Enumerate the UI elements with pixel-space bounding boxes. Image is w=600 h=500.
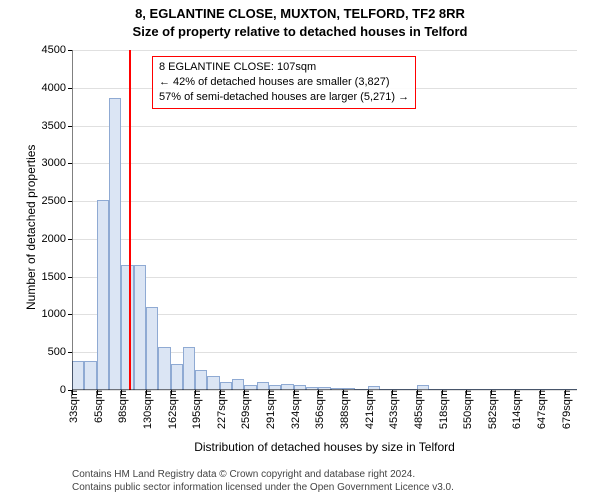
histogram-bar: [257, 382, 269, 390]
x-tick-label: 227sqm: [212, 390, 228, 429]
x-tick-label: 195sqm: [187, 390, 203, 429]
x-tick-label: 65sqm: [89, 390, 105, 423]
gridline: [72, 163, 577, 164]
histogram-bar: [220, 382, 232, 390]
x-tick-mark: [515, 390, 516, 394]
x-tick-mark: [220, 390, 221, 394]
histogram-bar: [171, 364, 183, 390]
x-tick-mark: [491, 390, 492, 394]
x-tick-label: 485sqm: [409, 390, 425, 429]
y-axis-label: Number of detached properties: [24, 145, 38, 310]
x-tick-mark: [195, 390, 196, 394]
x-tick-mark: [244, 390, 245, 394]
x-tick-mark: [368, 390, 369, 394]
x-tick-mark: [171, 390, 172, 394]
gridline: [72, 239, 577, 240]
x-tick-label: 453sqm: [384, 390, 400, 429]
x-tick-mark: [565, 390, 566, 394]
y-tick-mark: [68, 201, 72, 202]
histogram-bar: [97, 200, 109, 390]
x-tick-label: 98sqm: [113, 390, 129, 423]
x-tick-mark: [72, 390, 73, 394]
x-tick-mark: [294, 390, 295, 394]
gridline: [72, 277, 577, 278]
x-tick-mark: [392, 390, 393, 394]
x-tick-mark: [442, 390, 443, 394]
annotation-line: 57% of semi-detached houses are larger (…: [159, 90, 409, 105]
x-tick-label: 582sqm: [483, 390, 499, 429]
x-tick-mark: [318, 390, 319, 394]
y-tick-mark: [68, 50, 72, 51]
y-tick-mark: [68, 88, 72, 89]
x-tick-mark: [343, 390, 344, 394]
x-tick-mark: [417, 390, 418, 394]
histogram-bar: [158, 347, 170, 390]
gridline: [72, 201, 577, 202]
x-tick-mark: [269, 390, 270, 394]
attribution-text: Contains HM Land Registry data © Crown c…: [72, 468, 454, 494]
x-tick-label: 291sqm: [261, 390, 277, 429]
histogram-bar: [72, 361, 84, 390]
y-tick-mark: [68, 126, 72, 127]
x-tick-mark: [97, 390, 98, 394]
x-tick-label: 647sqm: [532, 390, 548, 429]
y-tick-mark: [68, 314, 72, 315]
x-tick-mark: [540, 390, 541, 394]
histogram-bar: [84, 361, 96, 390]
y-tick-mark: [68, 277, 72, 278]
histogram-bar: [146, 307, 158, 390]
x-tick-label: 162sqm: [163, 390, 179, 429]
histogram-chart: 05001000150020002500300035004000450033sq…: [72, 50, 577, 390]
histogram-bar: [183, 347, 195, 390]
annotation-line: 8 EGLANTINE CLOSE: 107sqm: [159, 60, 409, 75]
y-tick-mark: [68, 352, 72, 353]
gridline: [72, 50, 577, 51]
y-tick-mark: [68, 163, 72, 164]
x-tick-label: 679sqm: [557, 390, 573, 429]
x-tick-label: 356sqm: [310, 390, 326, 429]
x-tick-label: 518sqm: [434, 390, 450, 429]
x-tick-label: 388sqm: [335, 390, 351, 429]
x-tick-label: 130sqm: [138, 390, 154, 429]
attribution-line-1: Contains HM Land Registry data © Crown c…: [72, 468, 454, 481]
histogram-bar: [232, 379, 244, 390]
x-tick-mark: [121, 390, 122, 394]
y-tick-mark: [68, 239, 72, 240]
x-tick-label: 421sqm: [360, 390, 376, 429]
histogram-bar: [109, 98, 121, 390]
property-marker-line: [129, 50, 131, 390]
gridline: [72, 126, 577, 127]
x-axis-label: Distribution of detached houses by size …: [72, 440, 577, 454]
x-tick-label: 550sqm: [458, 390, 474, 429]
histogram-bar: [195, 370, 207, 390]
histogram-bar: [121, 265, 133, 390]
x-tick-label: 33sqm: [64, 390, 80, 423]
attribution-line-2: Contains public sector information licen…: [72, 481, 454, 494]
x-tick-mark: [466, 390, 467, 394]
title-line-1: 8, EGLANTINE CLOSE, MUXTON, TELFORD, TF2…: [0, 6, 600, 21]
title-line-2: Size of property relative to detached ho…: [0, 24, 600, 39]
histogram-bar: [134, 265, 146, 390]
x-tick-label: 324sqm: [286, 390, 302, 429]
x-tick-mark: [146, 390, 147, 394]
x-tick-label: 259sqm: [236, 390, 252, 429]
annotation-box: 8 EGLANTINE CLOSE: 107sqm← 42% of detach…: [152, 56, 416, 109]
histogram-bar: [207, 376, 219, 390]
x-tick-label: 614sqm: [507, 390, 523, 429]
annotation-line: ← 42% of detached houses are smaller (3,…: [159, 75, 409, 90]
